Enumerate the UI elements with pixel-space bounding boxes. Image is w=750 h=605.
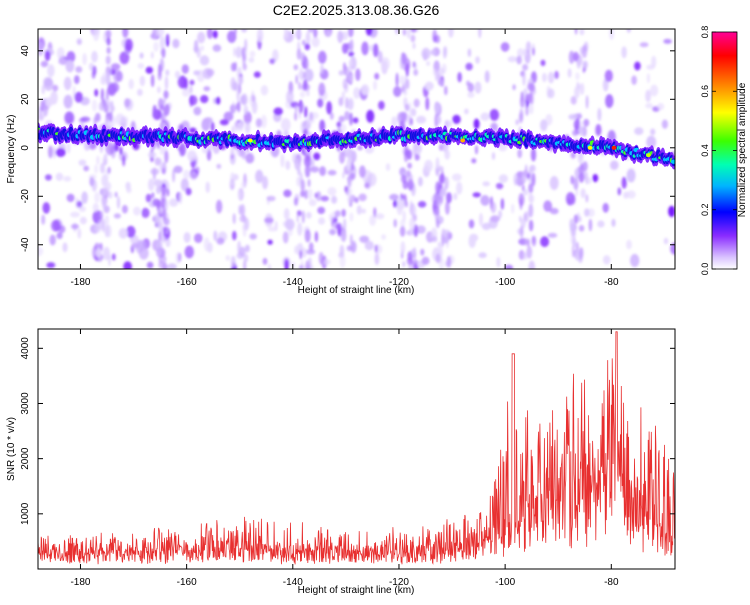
spectrogram-y-label: Frequency (Hz) xyxy=(6,115,17,184)
spectrogram-frame xyxy=(37,28,676,270)
snr-frame xyxy=(37,328,676,570)
spectrogram-x-tick-label: -100 xyxy=(495,277,515,288)
colorbar-tick-label: 0.0 xyxy=(700,263,710,276)
snr-x-tick-label: -180 xyxy=(70,577,90,588)
snr-x-tick-label: -120 xyxy=(389,577,409,588)
spectrogram-x-tick-label: -140 xyxy=(283,277,303,288)
snr-x-tick-label: -160 xyxy=(177,577,197,588)
snr-ticks: -180 -160 -140 -120 -100 -80 1000 2000 3000 4000 xyxy=(20,329,675,588)
spectrogram-x-tick-label: -120 xyxy=(389,277,409,288)
spectrogram-y-tick-label: -40 xyxy=(20,237,31,252)
spectrogram-hotspot xyxy=(460,138,466,143)
colorbar-tick-label: 0.8 xyxy=(700,26,710,39)
snr-series-line xyxy=(38,331,675,565)
snr-x-tick-label: -100 xyxy=(495,577,515,588)
spectrogram-y-tick-label: 40 xyxy=(20,45,31,57)
snr-y-tick-label: 4000 xyxy=(20,337,31,360)
colorbar-tick-label: 0.2 xyxy=(700,203,710,216)
colorbar-gradient xyxy=(711,31,738,270)
colorbar-tick-label: 0.4 xyxy=(700,144,710,157)
spectrogram-panel: -180 -160 -140 -120 -100 -80 -40 -20 0 20 40 Heigh… xyxy=(6,28,676,296)
spectrogram-ticks: -180 -160 -140 -120 -100 -80 -40 -20 0 20 40 xyxy=(20,29,675,288)
spectrogram-y-tick-label: 20 xyxy=(20,93,31,105)
spectrogram-hotspot xyxy=(587,145,593,150)
snr-y-tick-label: 1000 xyxy=(20,502,31,525)
snr-y-tick-label: 3000 xyxy=(20,392,31,415)
spectrogram-noise-speckle xyxy=(38,29,675,269)
colorbar-ticks: 0.0 0.2 0.4 0.6 0.8 xyxy=(700,26,737,276)
spectrogram-y-tick-label: 0 xyxy=(20,145,31,151)
snr-x-tick-label: -80 xyxy=(604,577,619,588)
colorbar: 0.0 0.2 0.4 0.6 0.8 Normalized spectral ampl… xyxy=(700,26,748,276)
spectrogram-x-tick-label: -180 xyxy=(70,277,90,288)
spectrogram-hotspot xyxy=(646,153,651,158)
snr-panel: -180 -160 -140 -120 -100 -801000200030004000 … xyxy=(6,328,676,596)
snr-x-label: Height of straight line (km) xyxy=(298,585,415,596)
spectrogram-x-tick-label: -160 xyxy=(177,277,197,288)
snr-x-tick-label: -140 xyxy=(283,577,303,588)
spectrogram-hotspot xyxy=(611,145,617,150)
snr-y-tick-label: 2000 xyxy=(20,447,31,470)
spectrogram-x-tick-label: -80 xyxy=(604,277,619,288)
snr-y-label: SNR (10 * v/v) xyxy=(6,417,17,481)
spectrogram-hotspot xyxy=(247,138,253,143)
spectrogram-x-label: Height of straight line (km) xyxy=(298,285,415,296)
spectrogram-ridge-band xyxy=(38,122,675,170)
figure-title: C2E2.2025.313.08.36.G26 xyxy=(272,2,440,18)
colorbar-tick-label: 0.6 xyxy=(700,85,710,98)
snr-background xyxy=(38,329,675,569)
spectrogram-y-tick-label: -20 xyxy=(20,189,31,204)
spectrogram-heatmap xyxy=(38,29,675,269)
colorbar-label: Normalized spectral amplitude xyxy=(737,82,748,217)
